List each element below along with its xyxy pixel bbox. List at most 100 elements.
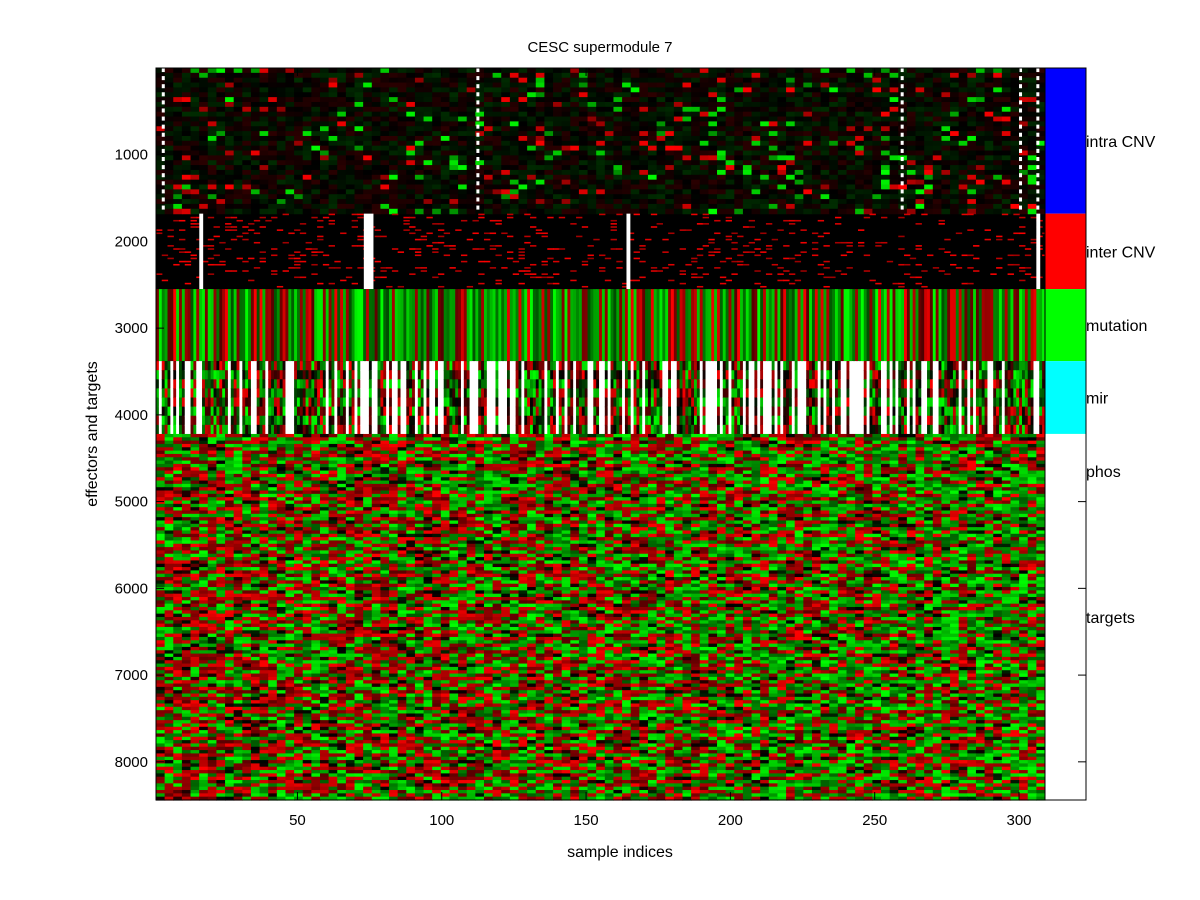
heatmap-cell: [250, 101, 261, 108]
heatmap-cell: [647, 199, 658, 205]
heatmap-cell: [535, 160, 545, 166]
heatmap-cell: [250, 116, 261, 123]
heatmap-cell: [691, 213, 698, 216]
heatmap-cell: [872, 203, 882, 210]
heatmap-cell: [639, 87, 649, 93]
heatmap-column: [463, 289, 468, 362]
heatmap-cell: [423, 145, 433, 152]
heatmap-cell: [190, 121, 200, 127]
heatmap-cell: [325, 388, 330, 399]
heatmap-cell: [993, 92, 1003, 98]
heatmap-cell: [708, 145, 718, 152]
heatmap-cell: [452, 370, 456, 380]
heatmap-cell: [993, 101, 1003, 108]
heatmap-cell: [863, 77, 873, 84]
heatmap-cell: [561, 208, 571, 215]
heatmap-cell: [466, 169, 476, 176]
heatmap-cell: [492, 169, 502, 176]
heatmap-cell: [702, 213, 709, 216]
heatmap-cell: [1027, 131, 1037, 137]
heatmap-cell: [343, 424, 347, 435]
heatmap-cell: [271, 361, 275, 371]
heatmap-cell: [1036, 174, 1046, 181]
heatmap-cell: [331, 415, 335, 426]
heatmap-cell: [691, 165, 701, 171]
heatmap-cell: [173, 155, 183, 161]
heatmap-cell: [199, 135, 209, 142]
heatmap-cell: [1001, 174, 1012, 181]
heatmap-cell: [846, 140, 856, 147]
heatmap-cell: [820, 101, 830, 108]
heatmap-cell: [904, 263, 911, 266]
heatmap-cell: [958, 165, 968, 171]
heatmap-cell: [294, 101, 304, 108]
heatmap-cell: [682, 194, 692, 200]
heatmap-cell: [932, 106, 943, 113]
heatmap-cell: [199, 140, 209, 147]
heatmap-column: [236, 289, 241, 362]
heatmap-cell: [328, 135, 338, 142]
heatmap-cell: [156, 415, 160, 426]
heatmap-cell: [423, 169, 433, 176]
heatmap-cell: [227, 424, 232, 435]
heatmap-cell: [156, 77, 166, 84]
heatmap-cell: [489, 248, 497, 250]
heatmap-cell: [371, 189, 382, 195]
heatmap-column: [863, 289, 868, 362]
heatmap-cell: [984, 229, 991, 231]
heatmap-cell: [863, 174, 873, 181]
heatmap-cell: [924, 68, 934, 74]
heatmap-cell: [489, 245, 497, 247]
heatmap-cell: [225, 72, 235, 79]
heatmap-cell: [190, 379, 195, 390]
heatmap-cell: [889, 160, 899, 166]
heatmap-cell: [414, 72, 425, 79]
heatmap-cell: [596, 111, 606, 118]
heatmap-column: [460, 289, 465, 362]
heatmap-cell: [455, 397, 459, 408]
heatmap-cell: [423, 101, 433, 108]
heatmap-cell: [630, 92, 640, 98]
heatmap-cell: [975, 165, 986, 171]
heatmap-cell: [932, 87, 943, 93]
heatmap-cell: [682, 121, 692, 127]
heatmap-cell: [587, 245, 594, 247]
heatmap-cell: [647, 101, 658, 108]
heatmap-cell: [699, 140, 709, 147]
heatmap-cell: [889, 169, 899, 176]
heatmap-cell: [872, 77, 882, 84]
heatmap-cell: [173, 126, 183, 132]
heatmap-cell: [665, 140, 675, 147]
heatmap-cell: [202, 397, 206, 408]
heatmap-cell: [492, 160, 502, 166]
heatmap-cell: [596, 155, 606, 161]
heatmap-cell: [458, 121, 468, 127]
heatmap-cell: [509, 174, 520, 181]
heatmap-cell: [725, 126, 735, 132]
heatmap-cell: [570, 72, 580, 79]
heatmap-cell: [409, 388, 413, 399]
heatmap-cell: [932, 116, 943, 123]
heatmap-cell: [322, 415, 327, 426]
heatmap-cell: [509, 140, 520, 147]
heatmap-cell: [414, 145, 425, 152]
heatmap-cell: [466, 116, 476, 123]
heatmap-cell: [216, 203, 226, 210]
heatmap-cell: [760, 285, 767, 288]
heatmap-cell: [374, 260, 382, 263]
heatmap-cell: [915, 126, 925, 132]
heatmap-cell: [207, 72, 218, 79]
heatmap-cell: [403, 379, 407, 390]
heatmap-cell: [665, 68, 675, 74]
heatmap-cell: [233, 145, 243, 152]
heatmap-cell: [760, 199, 770, 205]
heatmap-cell: [501, 68, 511, 74]
heatmap-cell: [193, 406, 197, 417]
heatmap-cell: [225, 131, 235, 137]
heatmap-cell: [334, 424, 338, 435]
heatmap-cell: [239, 424, 243, 435]
heatmap-cell: [458, 208, 468, 215]
heatmap-cell: [374, 361, 379, 371]
heatmap-cell: [440, 140, 451, 147]
heatmap-column: [826, 289, 830, 362]
